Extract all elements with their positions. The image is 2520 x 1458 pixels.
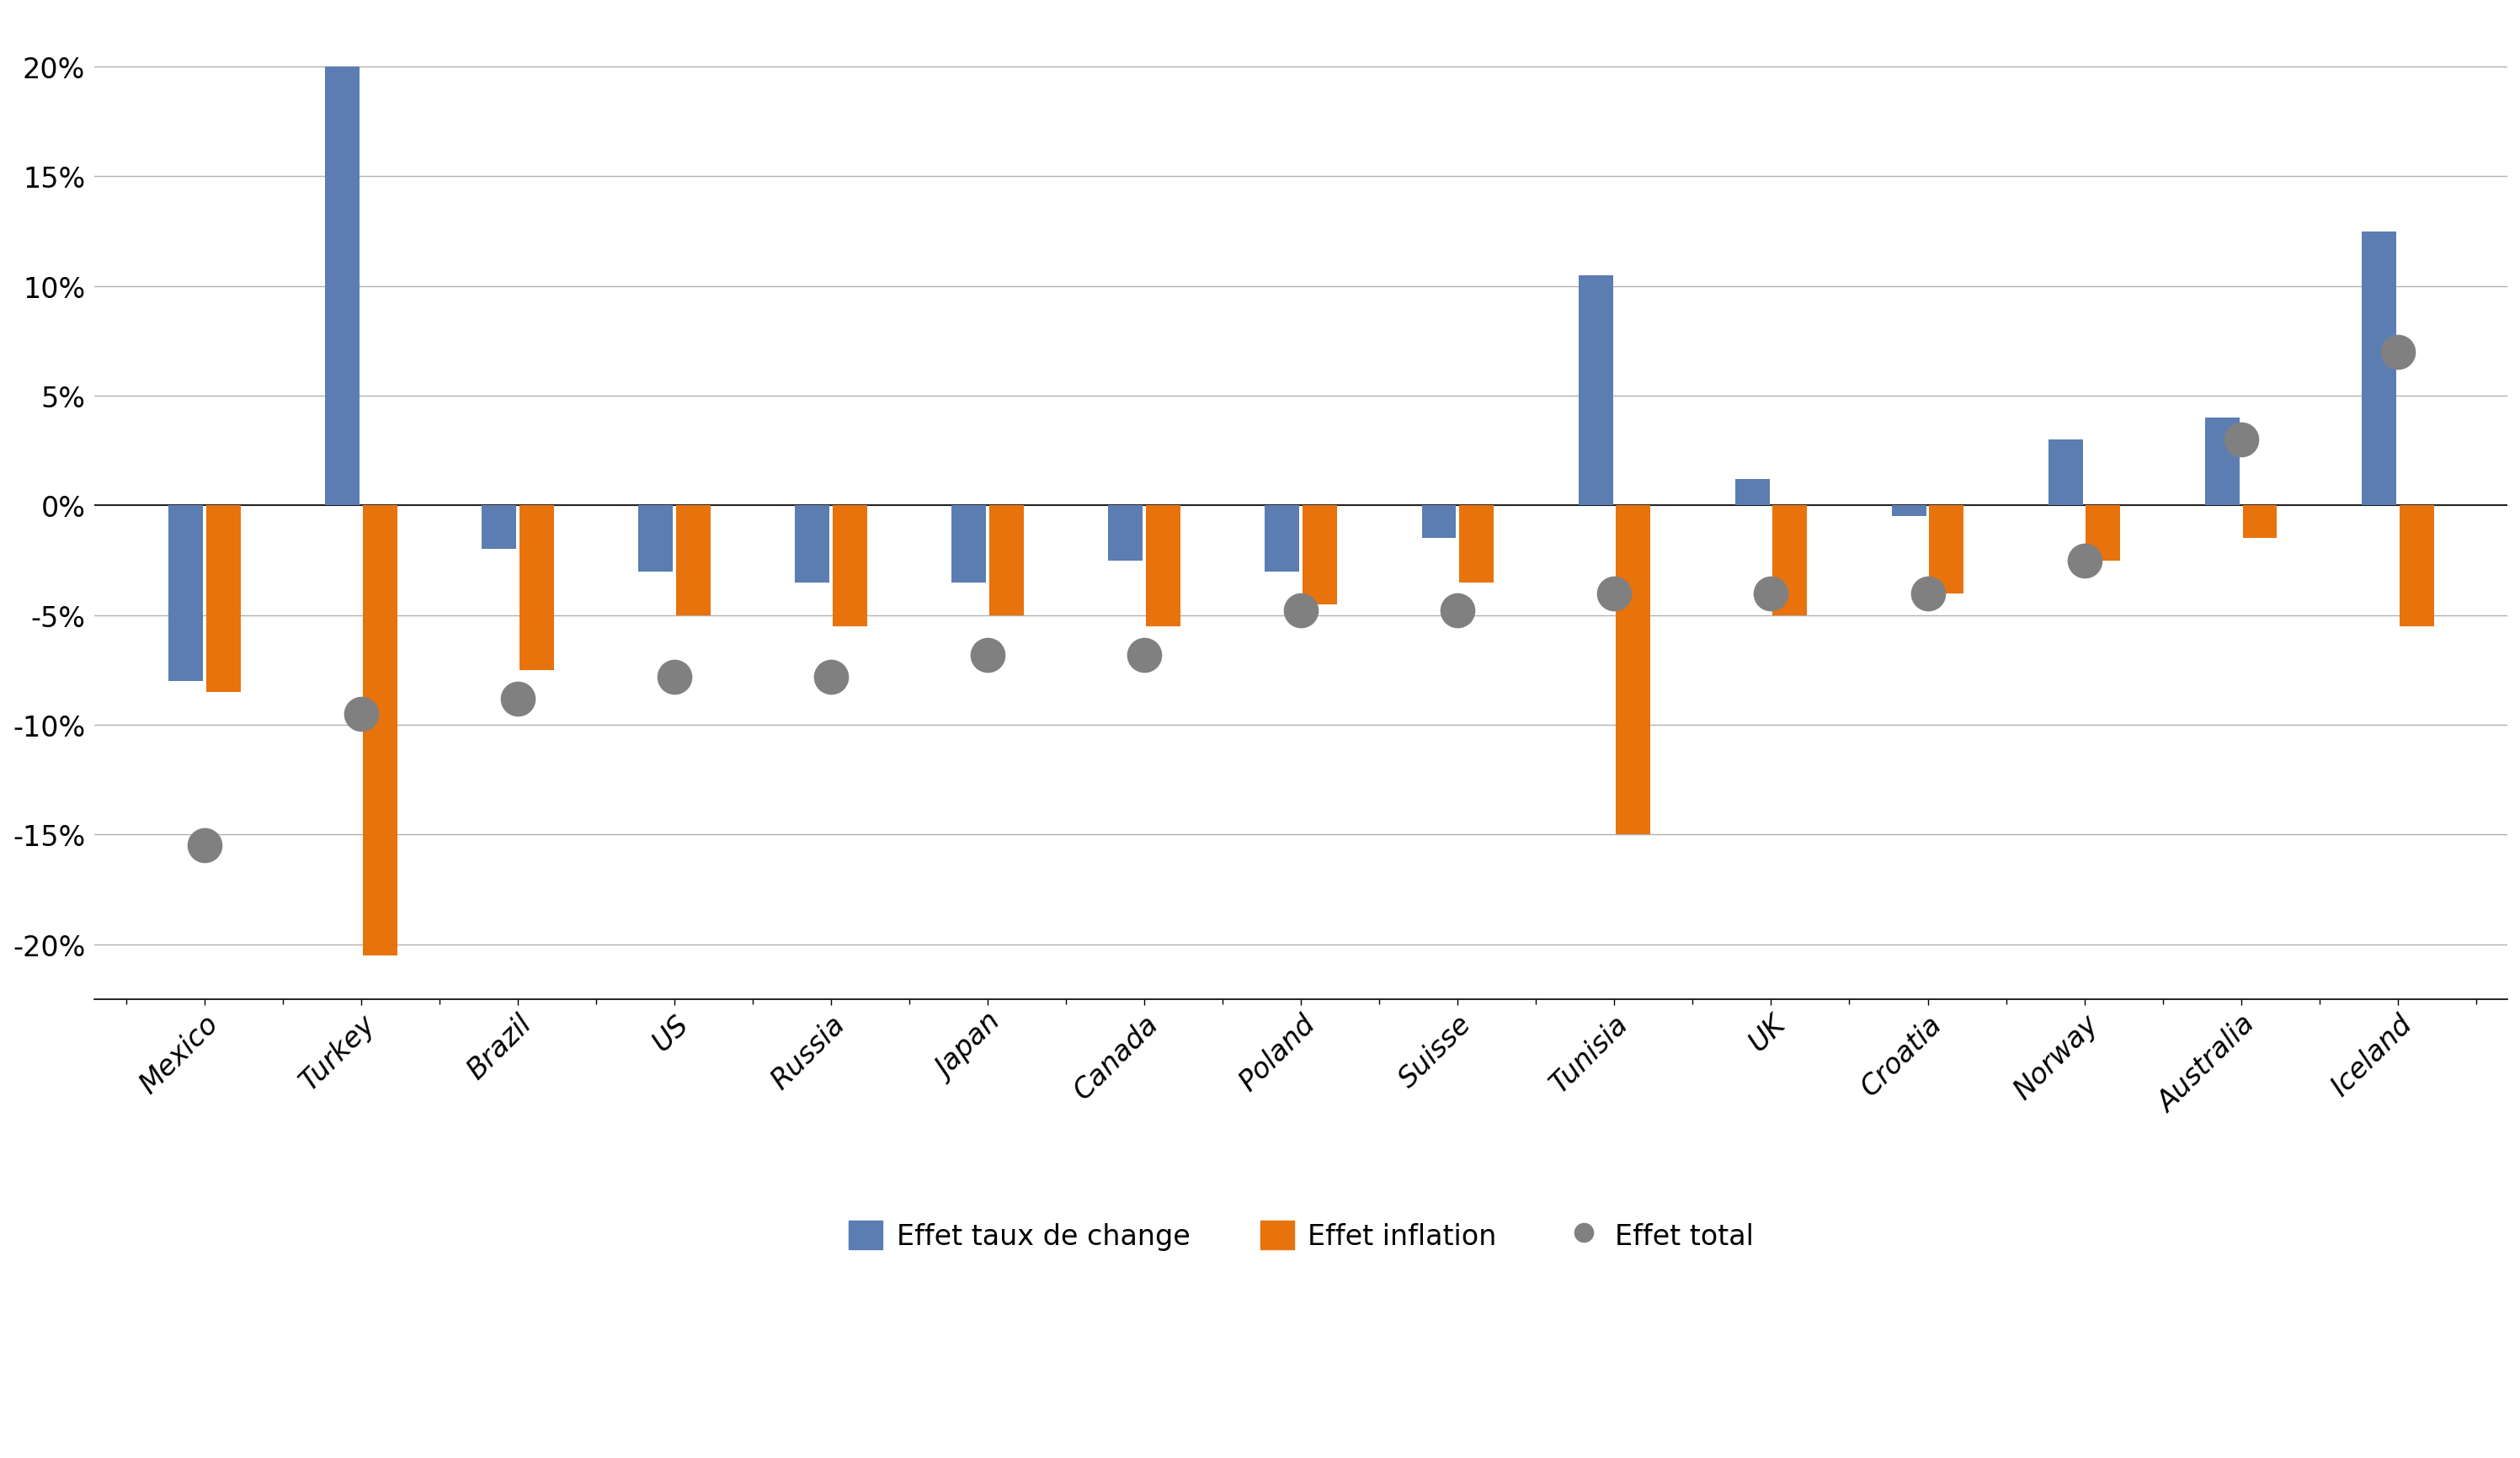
Bar bbox=[2243, 506, 2278, 539]
Bar bbox=[481, 506, 517, 550]
Bar bbox=[832, 506, 867, 627]
Bar bbox=[1265, 506, 1300, 572]
Point bbox=[1436, 599, 1477, 623]
Bar bbox=[1421, 506, 1457, 539]
Point bbox=[184, 834, 224, 857]
Bar bbox=[1734, 480, 1769, 506]
Bar bbox=[169, 506, 202, 681]
Bar bbox=[519, 506, 554, 671]
Point bbox=[2064, 550, 2104, 573]
Bar bbox=[794, 506, 829, 583]
Point bbox=[2376, 341, 2417, 364]
Bar bbox=[207, 506, 239, 693]
Bar bbox=[2205, 418, 2240, 506]
Point bbox=[1751, 582, 1792, 605]
Bar bbox=[1772, 506, 1807, 615]
Bar bbox=[1930, 506, 1963, 593]
Point bbox=[811, 665, 852, 688]
Point bbox=[496, 687, 537, 710]
Bar bbox=[1893, 506, 1925, 518]
Bar bbox=[2361, 232, 2397, 506]
Bar bbox=[2399, 506, 2434, 627]
Bar bbox=[675, 506, 711, 615]
Point bbox=[1280, 599, 1320, 623]
Legend: Effet taux de change, Effet inflation, Effet total: Effet taux de change, Effet inflation, E… bbox=[837, 1209, 1764, 1261]
Bar bbox=[638, 506, 673, 572]
Bar bbox=[1459, 506, 1494, 583]
Bar bbox=[1109, 506, 1142, 561]
Point bbox=[1124, 643, 1164, 666]
Point bbox=[1595, 582, 1635, 605]
Bar bbox=[2087, 506, 2119, 561]
Bar bbox=[1578, 276, 1613, 506]
Bar bbox=[1147, 506, 1179, 627]
Point bbox=[968, 643, 1008, 666]
Bar bbox=[1615, 506, 1651, 835]
Bar bbox=[1303, 506, 1338, 605]
Point bbox=[655, 665, 696, 688]
Bar bbox=[325, 67, 360, 506]
Bar bbox=[363, 506, 398, 955]
Bar bbox=[2049, 440, 2084, 506]
Bar bbox=[990, 506, 1023, 615]
Bar bbox=[953, 506, 985, 583]
Point bbox=[2220, 429, 2260, 452]
Point bbox=[1908, 582, 1948, 605]
Point bbox=[340, 703, 381, 726]
